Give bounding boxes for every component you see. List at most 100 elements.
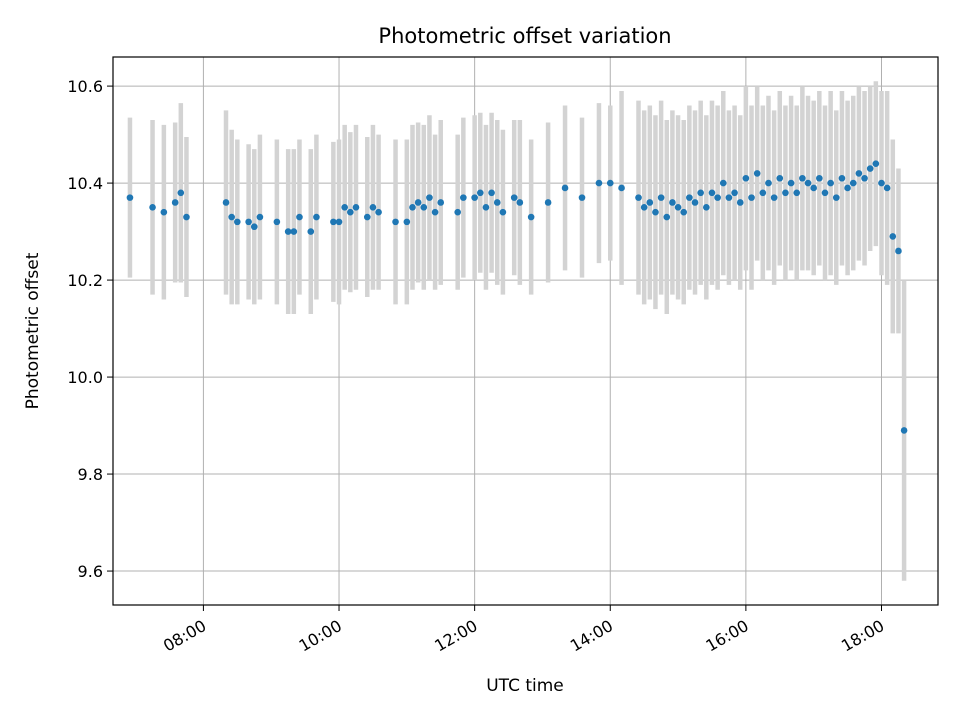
data-point [369,204,377,211]
data-point [595,179,603,187]
y-tick-label: 9.8 [78,465,103,484]
data-point [816,174,823,182]
data-point [335,218,343,226]
data-point [697,189,704,197]
data-point [171,199,179,206]
data-point [646,199,654,206]
data-point [284,228,292,235]
data-point [635,194,642,201]
data-point [375,208,382,216]
data-point [183,213,190,221]
data-point [844,184,851,192]
data-point [426,194,433,201]
data-point [793,189,801,197]
data-point [409,204,416,211]
data-point [454,208,461,216]
data-point [731,189,738,197]
data-point [488,189,495,197]
y-axis-label: Photometric offset [23,252,43,409]
data-point [544,199,552,206]
data-point [431,208,439,216]
data-point [245,218,252,226]
data-point [471,194,478,201]
data-point [776,174,784,182]
data-point [703,204,710,211]
data-point [810,184,817,192]
data-point [618,184,625,192]
data-point [403,218,411,226]
data-point [460,194,467,201]
data-point [900,427,908,434]
data-point [499,208,507,216]
data-point [753,170,761,177]
data-point [838,174,846,182]
data-point [228,213,235,221]
data-point [878,179,885,187]
data-point [606,179,614,187]
data-point [493,199,501,206]
data-point [799,174,806,182]
data-point [866,165,874,172]
data-point [674,204,682,211]
data-point [177,189,185,197]
data-point [719,179,727,187]
data-point [256,213,264,221]
data-point [680,208,688,216]
data-point [561,184,569,192]
data-point [804,179,812,187]
data-point [669,199,676,206]
data-point [296,213,303,221]
data-point [765,179,772,187]
data-point [363,213,371,221]
data-point [250,223,258,231]
data-point [273,218,281,226]
chart-title: Photometric offset variation [378,24,671,48]
data-point [516,199,524,206]
data-point [160,208,168,216]
data-point [832,194,840,201]
data-point [748,194,755,201]
data-point [686,194,693,201]
data-point [895,247,902,255]
data-point [691,199,699,206]
data-point [849,179,857,187]
y-tick-label: 10.0 [67,368,103,387]
data-point [708,189,716,197]
data-point [476,189,484,197]
plot-frame [112,56,939,606]
data-point [234,218,241,226]
data-point [307,228,315,235]
data-point [725,194,733,201]
point-layer [126,160,908,434]
data-point [222,199,230,206]
data-point [290,228,298,235]
data-point [827,179,834,187]
data-point [347,208,354,216]
data-point [437,199,445,206]
data-point [883,184,891,192]
y-axis-ticks: 9.6 9.8 10.0 10.2 10.4 10.6 [67,77,113,581]
data-point [341,204,348,211]
data-point [352,204,360,211]
data-point [482,204,490,211]
data-point [578,194,586,201]
y-tick-label: 9.6 [78,562,103,581]
data-point [872,160,880,167]
data-point [889,233,897,240]
data-point [527,213,535,221]
data-point [392,218,399,226]
data-point [420,204,428,211]
data-point [787,179,795,187]
data-point [663,213,671,221]
data-point [821,189,829,197]
data-point [770,194,778,201]
data-point [742,174,750,182]
y-tick-label: 10.4 [67,174,103,193]
data-point [714,194,721,201]
data-point [652,208,659,216]
y-tick-label: 10.6 [67,77,103,96]
data-point [657,194,665,201]
data-point [759,189,767,197]
